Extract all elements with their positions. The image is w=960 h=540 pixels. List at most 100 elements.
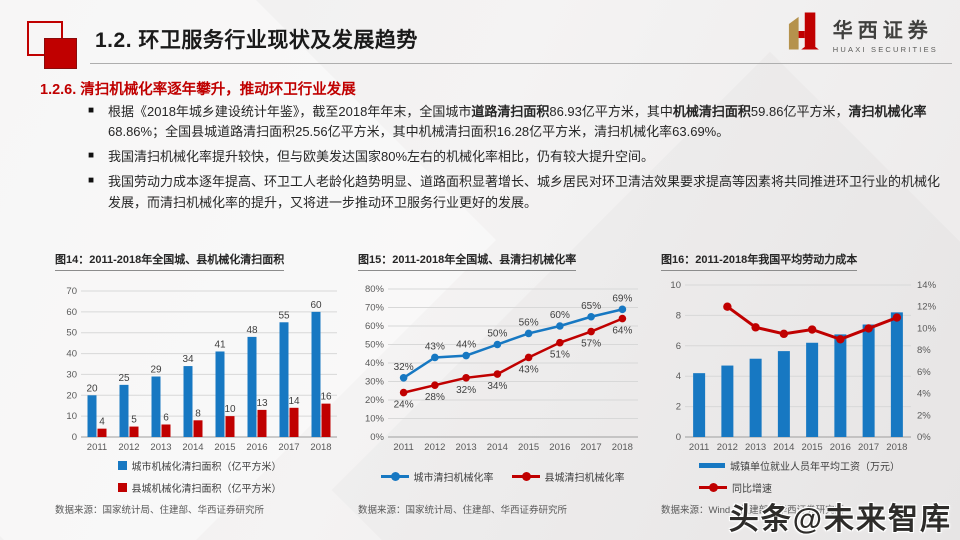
bullet-list: 根据《2018年城乡建设统计年鉴》，截至2018年年末，全国城市道路清扫面积86… xyxy=(88,102,950,218)
svg-text:51%: 51% xyxy=(550,350,570,361)
bullet-text: 我国劳动力成本逐年提高、环卫工人老龄化趋势明显、道路面积显著增长、城乡居民对环卫… xyxy=(108,174,941,210)
svg-text:2015: 2015 xyxy=(518,442,539,453)
svg-text:65%: 65% xyxy=(581,301,601,312)
svg-text:10%: 10% xyxy=(365,414,385,425)
legend-swatch xyxy=(699,462,725,468)
combo-chart-labor-cost: 0 2 4 6 8 10 2011 2012 2013 2014 2015 2016 2017 2018 0… xyxy=(661,275,950,453)
page-title: 1.2. 环卫服务行业现状及发展趋势 xyxy=(95,29,418,52)
svg-text:60%: 60% xyxy=(550,310,570,321)
brand-logo: 华西证券 HUAXI SECURITIES xyxy=(781,8,938,59)
svg-text:2011: 2011 xyxy=(87,442,107,453)
svg-text:14%: 14% xyxy=(917,280,937,291)
legend-label: 城市机械化清扫面积（亿平方米） xyxy=(131,461,282,473)
svg-text:41: 41 xyxy=(214,339,226,350)
svg-text:48: 48 xyxy=(246,325,258,336)
line-chart-mechanization-rate: 0% 10% 20% 30% 40% 50% 60% 70% 80% 2011 2012 2013 20… xyxy=(358,275,647,453)
huaxi-h-icon xyxy=(781,8,825,59)
legend-item: 城市清扫机械化率 xyxy=(380,469,494,484)
brand-name-cn: 华西证券 xyxy=(832,19,933,42)
svg-text:44%: 44% xyxy=(456,340,476,351)
legend-item: 同比增速 xyxy=(699,480,772,495)
svg-text:8%: 8% xyxy=(917,345,931,356)
svg-text:50%: 50% xyxy=(487,329,507,340)
svg-text:20%: 20% xyxy=(365,395,385,406)
svg-text:2016: 2016 xyxy=(246,442,267,453)
svg-text:2012: 2012 xyxy=(717,442,738,453)
svg-text:2013: 2013 xyxy=(456,442,477,453)
svg-text:6: 6 xyxy=(676,341,681,352)
legend-swatch xyxy=(699,482,727,492)
svg-text:13: 13 xyxy=(256,398,268,409)
legend-swatch xyxy=(380,471,409,481)
legend-item: 城市机械化清扫面积（亿平方米） xyxy=(117,458,282,473)
svg-text:8: 8 xyxy=(676,310,681,321)
svg-text:20: 20 xyxy=(86,383,98,394)
data-source: 数据来源：国家统计局、住建部、华西证券研究所 xyxy=(55,505,265,516)
svg-text:2017: 2017 xyxy=(278,442,299,453)
svg-text:2015: 2015 xyxy=(214,442,235,453)
data-source: 数据来源：国家统计局、住建部、华西证券研究所 xyxy=(358,505,568,516)
legend-item: 县城清扫机械化率 xyxy=(511,469,625,484)
section-subtitle: 1.2.6. 清扫机械化率逐年攀升，推动环卫行业发展 xyxy=(40,82,356,98)
watermark: 头条@未来智库 xyxy=(728,503,952,536)
svg-text:60%: 60% xyxy=(365,321,385,332)
charts-row: 图14：2011-2018年全国城、县机械化清扫面积 0 10 20 30 40 50 60… xyxy=(55,250,950,516)
svg-text:60: 60 xyxy=(310,300,322,311)
svg-text:4: 4 xyxy=(99,417,105,428)
svg-text:0: 0 xyxy=(676,432,681,443)
bullet-item: 我国劳动力成本逐年提高、环卫工人老龄化趋势明显、道路面积显著增长、城乡居民对环卫… xyxy=(88,172,950,212)
header-divider xyxy=(90,63,952,64)
svg-text:60: 60 xyxy=(66,307,77,318)
svg-text:56%: 56% xyxy=(519,317,539,328)
svg-text:57%: 57% xyxy=(581,339,601,350)
svg-text:2018: 2018 xyxy=(612,442,633,453)
svg-text:2017: 2017 xyxy=(858,442,879,453)
svg-text:34: 34 xyxy=(182,354,194,365)
svg-text:4: 4 xyxy=(676,371,681,382)
svg-text:40%: 40% xyxy=(365,358,385,369)
svg-text:2: 2 xyxy=(676,402,681,413)
svg-text:32%: 32% xyxy=(394,362,414,373)
bullet-item: 根据《2018年城乡建设统计年鉴》，截至2018年年末，全国城市道路清扫面积86… xyxy=(88,102,950,142)
legend-item: 城镇单位就业人员年平均工资（万元） xyxy=(699,458,900,473)
svg-text:2014: 2014 xyxy=(487,442,508,453)
legend-swatch xyxy=(117,460,127,470)
legend-label: 县城清扫机械化率 xyxy=(544,472,625,484)
logo-square-filled xyxy=(44,38,77,69)
svg-text:2011: 2011 xyxy=(393,442,413,453)
svg-text:69%: 69% xyxy=(612,293,632,304)
svg-text:16: 16 xyxy=(320,392,332,403)
svg-text:30: 30 xyxy=(66,369,77,380)
svg-text:30%: 30% xyxy=(365,377,385,388)
svg-text:0%: 0% xyxy=(917,432,931,443)
svg-text:34%: 34% xyxy=(487,381,507,392)
svg-text:2012: 2012 xyxy=(424,442,445,453)
svg-text:2015: 2015 xyxy=(802,442,823,453)
bullet-text: 我国清扫机械化率提升较快，但与欧美发达国家80%左右的机械化率相比，仍有较大提升… xyxy=(108,149,655,165)
svg-text:80%: 80% xyxy=(365,284,385,295)
svg-text:2014: 2014 xyxy=(773,442,794,453)
legend-label: 同比增速 xyxy=(732,483,772,495)
svg-text:28%: 28% xyxy=(425,392,445,403)
svg-text:2018: 2018 xyxy=(886,442,907,453)
data-source: 数据来源：Wind、住建部、华西证券研究所 xyxy=(661,505,845,516)
svg-text:25: 25 xyxy=(118,373,130,384)
svg-text:29: 29 xyxy=(150,365,162,376)
svg-text:64%: 64% xyxy=(612,326,632,337)
brand-name-en: HUAXI SECURITIES xyxy=(832,44,938,54)
svg-text:0%: 0% xyxy=(370,432,384,443)
svg-text:43%: 43% xyxy=(425,341,445,352)
svg-text:20: 20 xyxy=(66,390,77,401)
svg-text:10: 10 xyxy=(224,404,236,415)
svg-text:2016: 2016 xyxy=(549,442,570,453)
svg-text:8: 8 xyxy=(195,408,201,419)
svg-text:10%: 10% xyxy=(917,323,937,334)
svg-text:4%: 4% xyxy=(917,389,931,400)
chart-panel-fig14: 图14：2011-2018年全国城、县机械化清扫面积 0 10 20 30 40 50 60… xyxy=(55,250,344,516)
svg-text:40: 40 xyxy=(66,349,77,360)
svg-text:50: 50 xyxy=(66,328,77,339)
chart-title: 图16：2011-2018年我国平均劳动力成本 xyxy=(661,251,858,271)
chart-title: 图15：2011-2018年全国城、县清扫机械化率 xyxy=(358,251,577,271)
legend-swatch xyxy=(511,471,540,481)
